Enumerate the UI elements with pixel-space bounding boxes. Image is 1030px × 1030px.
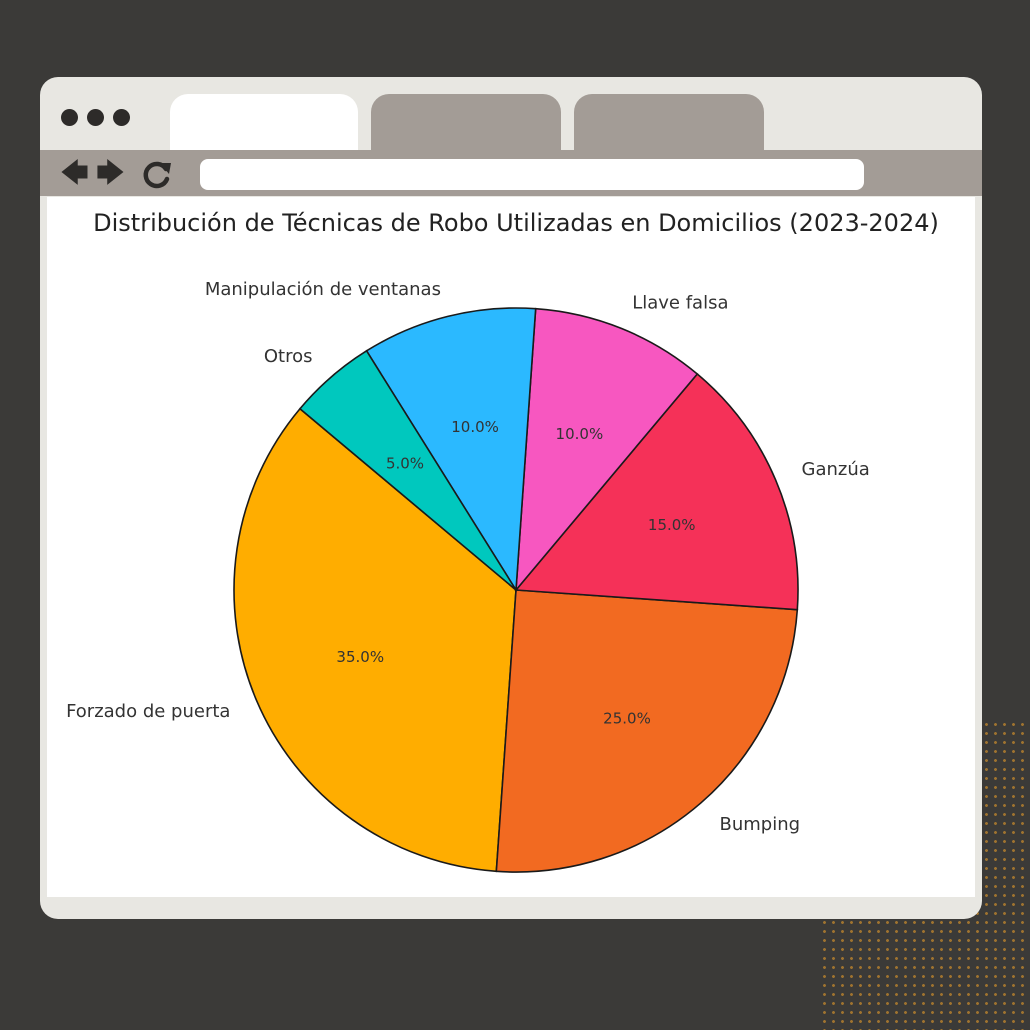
pie-slice-otros [298,349,517,591]
pie-slice-bumping [495,589,799,873]
window-dot-icon[interactable] [61,109,78,126]
window-dot-icon[interactable] [87,109,104,126]
window-controls [61,109,130,126]
forward-arrow-icon[interactable]: 🡆 [96,156,125,189]
pie-category-label: Bumping [720,814,801,835]
address-bar[interactable] [200,159,864,190]
window-dot-icon[interactable] [113,109,130,126]
back-arrow-icon[interactable]: 🡄 [60,156,89,189]
tab-active[interactable] [170,94,358,154]
pie-category-label: Otros [264,346,313,367]
pie-percent-label: 35.0% [336,648,384,666]
reload-icon[interactable] [140,157,174,198]
pie-category-label: Manipulación de ventanas [205,279,441,300]
browser-window: 🡄 🡆 Distribución de Técnicas de Robo Uti… [40,77,982,919]
pie-slice-llave-falsa [515,307,699,593]
tab-2[interactable] [371,94,561,154]
chart-area: Distribución de Técnicas de Robo Utiliza… [47,197,975,897]
pie-slice-ganzua [514,372,799,611]
pie-chart: Distribución de Técnicas de Robo Utiliza… [66,209,939,873]
pie-percent-label: 5.0% [386,454,424,472]
pie-percent-label: 25.0% [603,710,651,728]
pie-category-label: Llave falsa [632,292,728,313]
pie-percent-label: 15.0% [648,516,696,534]
tab-3[interactable] [574,94,764,154]
pie-percent-label: 10.0% [451,418,499,436]
pie-category-label: Ganzúa [802,459,870,480]
pie-slice-forzado-de-puerta [233,407,517,873]
chart-title: Distribución de Técnicas de Robo Utiliza… [93,209,939,237]
pie-percent-label: 10.0% [556,425,604,443]
pie-slice-manipulacion-de-ventanas [365,307,537,593]
pie-category-label: Forzado de puerta [66,701,230,722]
